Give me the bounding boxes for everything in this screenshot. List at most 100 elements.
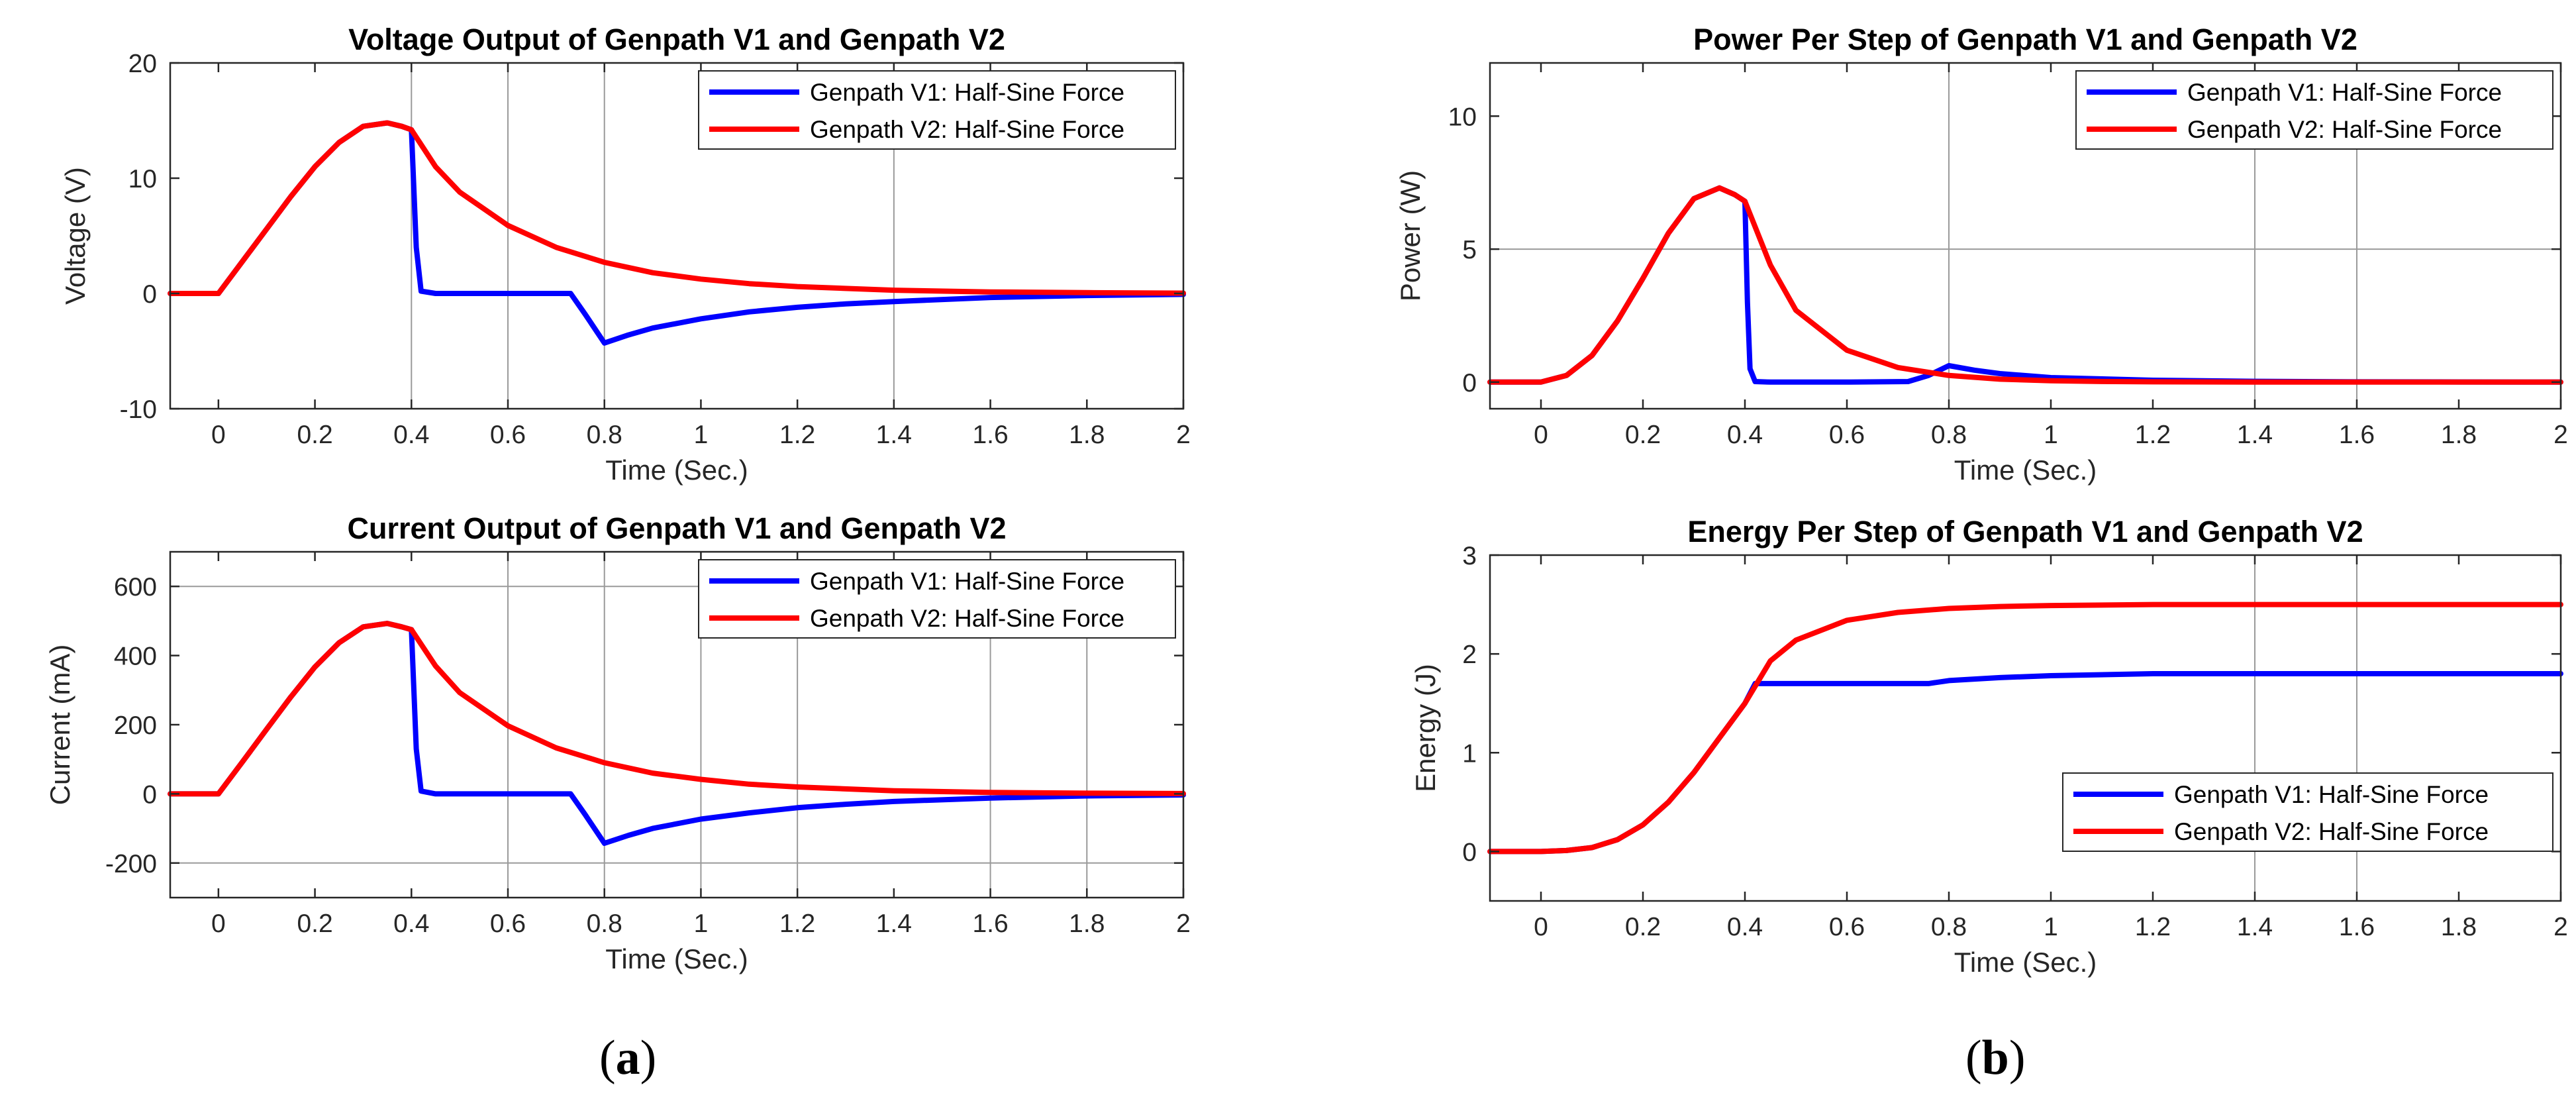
legend-label-1: Genpath V1: Half-Sine Force [810, 568, 1124, 595]
legend: Genpath V1: Half-Sine Force Genpath V2: H… [698, 559, 1176, 639]
y-tick-label: 0 [1462, 838, 1477, 866]
x-tick-label: 0.8 [1931, 913, 1967, 941]
x-tick-label: 0.8 [1931, 421, 1967, 449]
panel-label-a: (a) [599, 1031, 657, 1085]
y-tick-label: 1 [1462, 739, 1477, 768]
chart-title: Energy Per Step of Genpath V1 and Genpat… [1687, 515, 2363, 548]
x-tick-label: 0.2 [1625, 421, 1661, 449]
x-tick-label: 1.6 [972, 910, 1008, 938]
x-tick-label: 2 [2553, 913, 2568, 941]
x-tick-label: 1.4 [2237, 421, 2273, 449]
legend-label-2: Genpath V2: Half-Sine Force [810, 605, 1124, 632]
legend-box [698, 559, 1176, 639]
panel-label-a-text: a [615, 1031, 640, 1085]
x-tick-label: 0.8 [587, 910, 622, 938]
legend-box [2062, 772, 2553, 852]
chart-voltage: 0 0.2 0.4 0.6 0.8 1 1.2 1.4 1.6 1.8 2 -10 0 10 20 Volta… [60, 23, 1191, 486]
chart-current: 0 0.2 0.4 0.6 0.8 1 1.2 1.4 1.6 1.8 2 -200 0 200 400 60… [44, 511, 1191, 974]
panel-label-b-text: b [1981, 1031, 2009, 1085]
series-line-2 [168, 120, 1186, 296]
x-tick-label: 1.2 [2135, 421, 2171, 449]
y-tick-label: 600 [114, 573, 157, 601]
chart-power: 0 0.2 0.4 0.6 0.8 1 1.2 1.4 1.6 1.8 2 0 5 10 Power Per… [1395, 23, 2568, 486]
x-tick-label: 1.8 [2441, 421, 2477, 449]
y-tick-label: -10 [120, 395, 157, 424]
legend-label-1: Genpath V1: Half-Sine Force [810, 79, 1124, 106]
legend-box [698, 70, 1176, 150]
chart-title: Power Per Step of Genpath V1 and Genpath… [1693, 23, 2357, 56]
y-axis-label: Voltage (V) [60, 167, 91, 305]
x-tick-label: 0.2 [297, 910, 332, 938]
x-tick-label: 1 [694, 910, 709, 938]
y-tick-label: 3 [1462, 542, 1477, 570]
x-tick-label: 1.2 [779, 421, 815, 449]
x-tick-label: 0.2 [1625, 913, 1661, 941]
x-tick-label: 1 [2044, 421, 2058, 449]
y-tick-label: 0 [142, 280, 157, 309]
x-tick-label: 0.4 [393, 910, 429, 938]
legend-label-1: Genpath V1: Half-Sine Force [2187, 79, 2502, 106]
x-tick-label: 0.4 [1727, 913, 1763, 941]
x-tick-label: 2 [2553, 421, 2568, 449]
y-axis-label: Power (W) [1395, 170, 1426, 301]
x-tick-label: 1.2 [2135, 913, 2171, 941]
x-tick-label: 1.4 [876, 910, 912, 938]
x-tick-label: 1.4 [2237, 913, 2273, 941]
x-tick-label: 1.8 [1069, 910, 1105, 938]
chart-energy: 0 0.2 0.4 0.6 0.8 1 1.2 1.4 1.6 1.8 2 0 1 2 3 Energy Pe… [1410, 515, 2568, 978]
x-tick-label: 1.6 [972, 421, 1008, 449]
legend-label-1: Genpath V1: Half-Sine Force [2174, 781, 2489, 808]
x-tick-label: 1.8 [2441, 913, 2477, 941]
legend: Genpath V1: Half-Sine Force Genpath V2: H… [2075, 70, 2553, 150]
x-tick-label: 1.4 [876, 421, 912, 449]
panel-label-b: (b) [1965, 1031, 2026, 1085]
x-tick-label: 0 [211, 421, 226, 449]
x-tick-label: 0.4 [1727, 421, 1763, 449]
y-tick-label: -200 [105, 850, 157, 878]
x-tick-label: 1.6 [2339, 913, 2375, 941]
y-axis-label: Current (mA) [44, 645, 75, 806]
x-tick-label: 1.6 [2339, 421, 2375, 449]
x-tick-label: 0.2 [297, 421, 332, 449]
y-tick-label: 200 [114, 711, 157, 740]
chart-title: Voltage Output of Genpath V1 and Genpath… [348, 23, 1005, 56]
series-line-2 [1487, 185, 2563, 385]
x-tick-label: 2 [1176, 421, 1191, 449]
series-line-2 [168, 621, 1186, 797]
chart-title: Current Output of Genpath V1 and Genpath… [347, 511, 1006, 545]
x-axis-label: Time (Sec.) [605, 943, 748, 974]
legend: Genpath V1: Half-Sine Force Genpath V2: H… [698, 70, 1176, 150]
x-tick-label: 1 [694, 421, 709, 449]
x-axis-label: Time (Sec.) [1954, 947, 2097, 978]
y-tick-label: 2 [1462, 641, 1477, 669]
y-axis-label: Energy (J) [1410, 664, 1441, 792]
x-tick-label: 0.6 [490, 910, 526, 938]
x-tick-label: 0.6 [1829, 913, 1865, 941]
x-tick-label: 1.2 [779, 910, 815, 938]
y-tick-label: 20 [128, 50, 157, 78]
x-tick-label: 0.8 [587, 421, 622, 449]
legend-label-2: Genpath V2: Half-Sine Force [2174, 818, 2489, 845]
x-tick-label: 1.8 [1069, 421, 1105, 449]
y-tick-label: 5 [1462, 236, 1477, 264]
y-tick-label: 0 [142, 780, 157, 809]
legend-label-2: Genpath V2: Half-Sine Force [2187, 116, 2502, 143]
axes-frame [1489, 62, 2562, 410]
x-axis-label: Time (Sec.) [605, 454, 748, 486]
x-tick-label: 1 [2044, 913, 2058, 941]
x-tick-label: 0.4 [393, 421, 429, 449]
axes-frame [1489, 554, 2562, 902]
y-tick-label: 0 [1462, 369, 1477, 397]
series-line-2 [1487, 601, 2563, 855]
x-tick-label: 2 [1176, 910, 1191, 938]
x-axis-label: Time (Sec.) [1954, 454, 2097, 486]
x-tick-label: 0.6 [1829, 421, 1865, 449]
y-tick-label: 400 [114, 643, 157, 671]
y-tick-label: 10 [1448, 103, 1477, 131]
x-tick-label: 0.6 [490, 421, 526, 449]
x-tick-label: 0 [1534, 421, 1548, 449]
y-tick-label: 10 [128, 165, 157, 193]
x-tick-label: 0 [1534, 913, 1548, 941]
axes-frame [169, 62, 1185, 410]
